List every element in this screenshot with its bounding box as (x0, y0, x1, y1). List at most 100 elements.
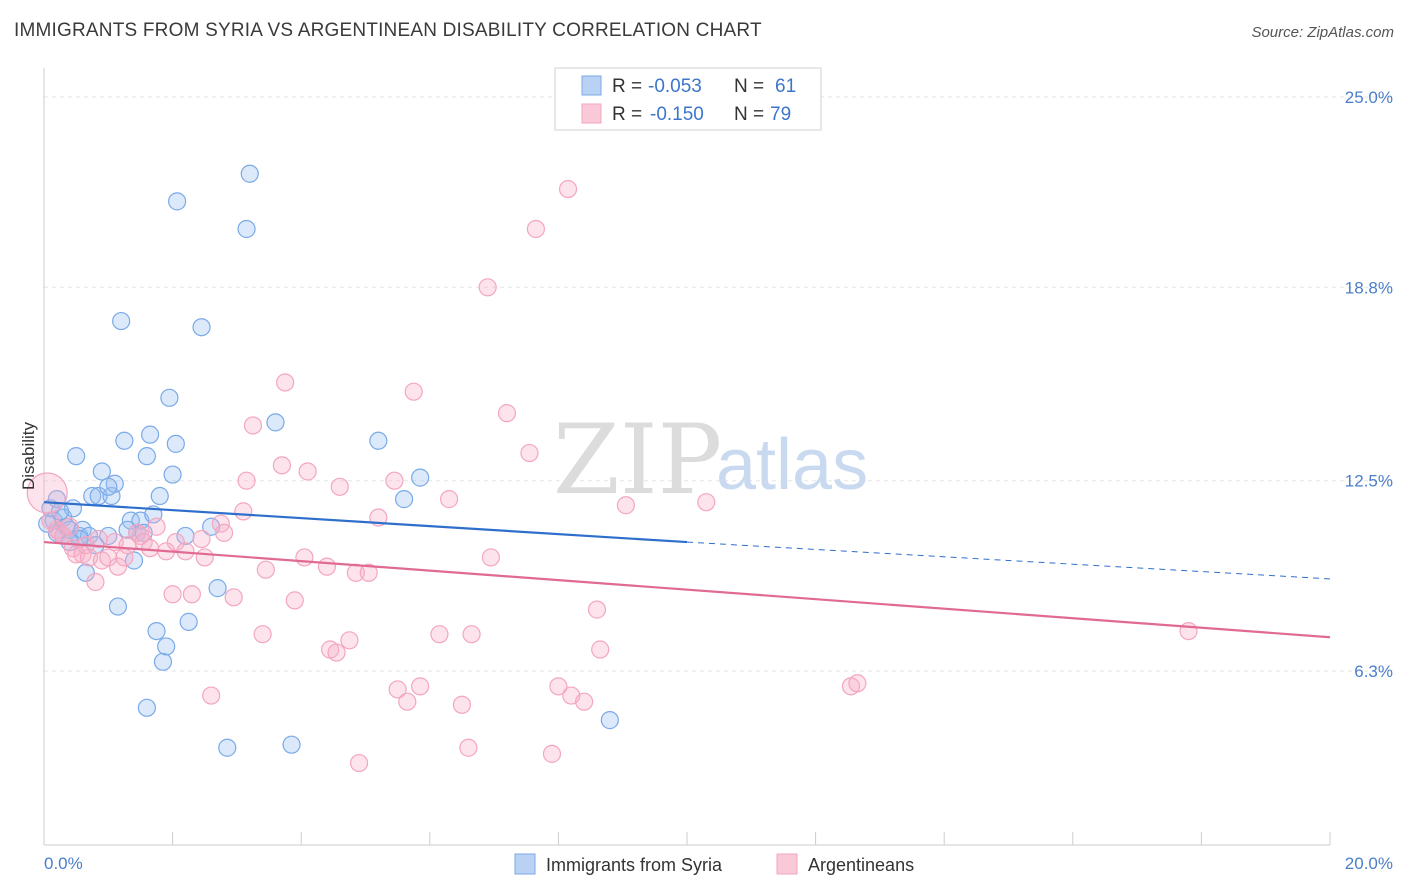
point-argentineans-40 (272, 456, 292, 475)
point-argentineans-73 (575, 692, 594, 711)
point-argentineans-5 (60, 517, 79, 536)
point-argentineans-35 (234, 502, 253, 521)
point-argentineans-60 (439, 490, 459, 509)
point-syria-46 (237, 219, 256, 239)
point-syria-28 (137, 447, 156, 466)
point-argentineans-54 (385, 471, 404, 490)
point-argentineans-26 (166, 532, 185, 552)
point-argentineans-61 (452, 695, 472, 714)
point-syria-47 (240, 164, 259, 183)
point-syria-48 (266, 413, 285, 432)
trend-line-syria-extrapolated (686, 541, 1331, 580)
legend-n-value-2: 79 (770, 104, 791, 125)
point-syria-39 (168, 192, 187, 211)
point-syria-42 (192, 318, 211, 337)
point-syria-35 (157, 637, 176, 656)
y-tick-labels: 6.3% 12.5% 18.8% 25.0% (1345, 88, 1393, 681)
point-argentineans-63 (462, 625, 481, 644)
point-argentineans-31 (202, 686, 221, 705)
point-argentineans-23 (147, 517, 166, 536)
series-legend-swatch-argentineans (776, 853, 798, 875)
point-argentineans-29 (192, 529, 211, 549)
legend-r-label-1: R = (612, 76, 642, 97)
point-argentineans-62 (459, 738, 478, 757)
point-argentineans-49 (340, 631, 359, 650)
point-argentineans-52 (359, 563, 378, 582)
watermark: ZIP atlas (553, 404, 868, 516)
point-argentineans-58 (411, 677, 430, 696)
chart-title: IMMIGRANTS FROM SYRIA VS ARGENTINEAN DIS… (14, 20, 762, 41)
point-syria-20 (108, 597, 128, 616)
legend-n-label-1: N = (734, 76, 764, 97)
legend-n-label-2: N = (734, 104, 764, 125)
y-tick-label-1: 12.5% (1345, 472, 1393, 491)
point-argentineans-57 (404, 382, 423, 401)
point-syria-58 (38, 514, 57, 533)
point-syria-60 (99, 477, 118, 496)
point-argentineans-25 (163, 585, 182, 604)
series-legend: Immigrants from Syria Argentineans (514, 853, 914, 875)
watermark-zip: ZIP (553, 404, 722, 516)
y-tick-label-2: 18.8% (1345, 278, 1393, 297)
point-argentineans-19 (128, 523, 147, 542)
point-argentineans-16 (108, 557, 128, 576)
point-argentineans-43 (295, 548, 314, 567)
point-syria-41 (179, 612, 198, 631)
point-syria-45 (218, 738, 237, 757)
point-syria-21 (112, 311, 131, 331)
point-argentineans-67 (520, 443, 539, 463)
point-syria-16 (92, 462, 111, 481)
series-legend-label-argentineans: Argentineans (808, 855, 914, 875)
point-syria-9 (67, 447, 86, 466)
legend-r-value-2: -0.150 (650, 104, 704, 125)
point-syria-50 (369, 431, 388, 450)
point-argentineans-70 (549, 677, 568, 696)
point-argentineans-28 (182, 585, 201, 604)
point-argentineans-39 (256, 560, 275, 579)
point-syria-34 (153, 652, 173, 671)
series-argentineans-points (26, 179, 1198, 773)
trend-lines (43, 501, 1331, 639)
point-syria-36 (160, 388, 179, 407)
point-argentineans-74 (587, 600, 607, 619)
point-argentineans-75 (591, 640, 610, 659)
point-argentineans-47 (327, 643, 346, 662)
point-argentineans-77 (697, 493, 716, 512)
point-argentineans-45 (317, 557, 337, 576)
point-argentineans-41 (276, 373, 295, 392)
point-syria-51 (394, 490, 414, 509)
legend-r-value-1: -0.053 (648, 76, 702, 97)
series-legend-label-syria: Immigrants from Syria (546, 855, 723, 875)
point-argentineans-55 (388, 680, 407, 699)
point-syria-38 (166, 434, 185, 453)
point-argentineans-33 (214, 523, 234, 542)
point-argentineans-30 (195, 548, 214, 567)
point-argentineans-59 (430, 625, 449, 644)
point-argentineans-64 (478, 278, 497, 297)
x-tick-labels: 0.0% 20.0% (44, 854, 1393, 873)
series-syria-points (38, 164, 619, 757)
point-argentineans-69 (542, 744, 562, 763)
y-axis-label: Disability (19, 421, 38, 490)
point-argentineans-48 (330, 477, 349, 496)
point-argentineans-80 (1179, 621, 1198, 641)
point-argentineans-56 (398, 692, 417, 711)
point-argentineans-79 (848, 674, 867, 693)
point-argentineans-51 (349, 753, 369, 773)
legend-n-value-1: 61 (775, 76, 796, 97)
point-argentineans-76 (616, 496, 636, 515)
point-syria-33 (150, 486, 169, 506)
point-argentineans-44 (298, 462, 317, 481)
point-argentineans-14 (99, 548, 118, 567)
point-argentineans-66 (497, 404, 517, 423)
point-syria-32 (147, 621, 166, 641)
point-argentineans-34 (224, 588, 243, 607)
x-tick-label-1: 20.0% (1345, 854, 1393, 873)
point-syria-30 (140, 425, 160, 444)
point-argentineans-71 (558, 179, 578, 199)
point-syria-12 (76, 563, 95, 582)
stats-legend: R = -0.053 N = 61 R = -0.150 N = 79 (554, 67, 822, 131)
trend-line-syria (43, 501, 688, 544)
legend-swatch-argentineans (581, 103, 602, 124)
